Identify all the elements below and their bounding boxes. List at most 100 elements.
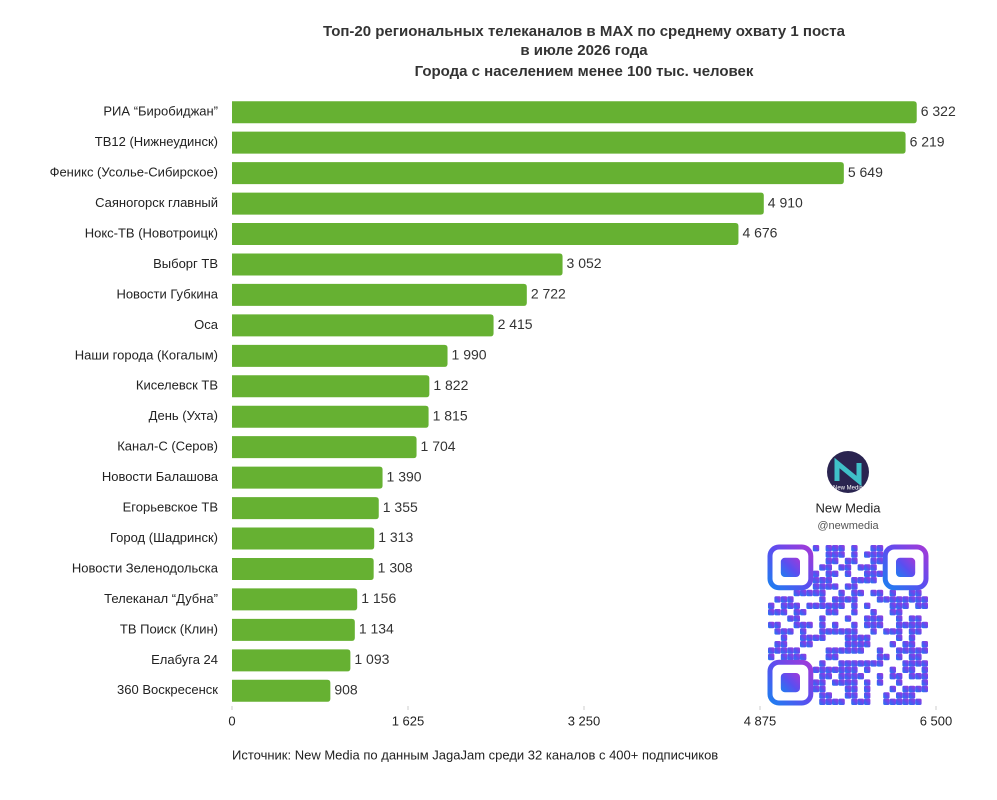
qr-cell <box>832 583 839 590</box>
qr-cell <box>908 628 916 635</box>
value-label: 1 990 <box>452 347 487 363</box>
value-label: 1 156 <box>361 590 396 606</box>
qr-cell <box>844 596 852 603</box>
qr-cell <box>825 653 832 661</box>
qr-cell <box>864 615 871 622</box>
qr-cell <box>768 621 775 629</box>
qr-finder-core <box>780 673 800 693</box>
qr-cell <box>787 647 794 654</box>
qr-cell <box>908 673 916 680</box>
value-label: 1 390 <box>387 468 422 484</box>
qr-cell <box>851 685 858 693</box>
qr-cell <box>851 634 858 641</box>
value-label: 1 815 <box>433 407 468 423</box>
qr-cell <box>908 685 916 693</box>
qr-cell <box>819 602 826 609</box>
qr-cell <box>851 557 858 565</box>
qr-cell <box>857 641 864 648</box>
qr-cell <box>851 628 858 635</box>
qr-cell <box>832 653 839 661</box>
qr-cell <box>838 698 845 705</box>
qr-cell <box>774 609 781 616</box>
qr-cell <box>825 577 832 584</box>
qr-cell <box>896 653 903 661</box>
qr-cell <box>908 698 916 705</box>
qr-cell <box>812 666 820 673</box>
qr-cell <box>844 564 852 571</box>
qr-cell <box>915 685 922 693</box>
bar <box>232 497 379 520</box>
qr-cell <box>876 621 884 629</box>
qr-cell <box>915 660 922 667</box>
qr-cell <box>908 692 916 699</box>
qr-cell <box>851 621 858 629</box>
value-label: 5 649 <box>848 164 883 180</box>
qr-cell <box>876 596 884 603</box>
qr-cell <box>889 589 896 597</box>
qr-cell <box>832 570 839 577</box>
qr-cell <box>889 641 896 648</box>
bar <box>232 253 563 276</box>
qr-cell <box>864 685 871 693</box>
bar <box>232 314 494 337</box>
qr-cell <box>832 628 839 635</box>
chart-subtitle: Города с населением менее 100 тыс. челов… <box>415 63 754 80</box>
bar <box>232 375 430 398</box>
y-tick-label: Канал-С (Серов) <box>117 439 218 454</box>
qr-cell <box>793 602 800 609</box>
x-tick-label: 6 500 <box>920 713 953 728</box>
chart-title: Топ-20 региональных телеканалов в MAX по… <box>323 23 846 40</box>
qr-cell <box>864 634 871 641</box>
qr-cell <box>870 545 877 552</box>
qr-cell <box>870 615 877 622</box>
qr-cell <box>864 577 871 584</box>
qr-cell <box>774 641 781 648</box>
qr-cell <box>844 666 852 673</box>
qr-cell <box>896 615 903 622</box>
qr-finder-core <box>896 557 916 577</box>
qr-cell <box>870 621 877 629</box>
qr-cell <box>902 621 909 629</box>
qr-cell <box>780 609 788 616</box>
qr-cell <box>825 628 832 635</box>
qr-cell <box>787 615 794 622</box>
qr-cell <box>902 698 909 705</box>
qr-cell <box>870 557 877 565</box>
qr-cell <box>908 634 916 641</box>
bar <box>232 223 739 246</box>
qr-cell <box>832 602 839 609</box>
qr-cell <box>851 589 858 597</box>
qr-cell <box>876 557 884 565</box>
qr-cell <box>864 679 871 686</box>
qr-cell <box>825 583 832 590</box>
qr-cell <box>838 551 845 558</box>
qr-cell <box>870 564 877 571</box>
qr-cell <box>819 673 826 680</box>
qr-cell <box>883 698 890 705</box>
qr-cell <box>819 596 826 603</box>
y-tick-label: 360 Воскресенск <box>117 682 218 697</box>
qr-cell <box>844 628 852 635</box>
qr-cell <box>825 564 832 571</box>
qr-cell <box>864 564 871 571</box>
qr-cell <box>793 589 800 597</box>
qr-cell <box>851 545 858 552</box>
qr-cell <box>896 602 903 609</box>
qr-cell <box>851 679 858 686</box>
x-tick-label: 1 625 <box>392 713 425 728</box>
qr-cell <box>844 647 852 654</box>
qr-cell <box>825 666 832 673</box>
value-label: 6 219 <box>910 133 945 149</box>
qr-cell <box>864 698 871 705</box>
qr-cell <box>838 666 845 673</box>
qr-cell <box>876 660 884 667</box>
qr-cell <box>921 685 928 693</box>
qr-code <box>767 544 929 706</box>
qr-cell <box>876 551 884 558</box>
y-tick-label: День (Ухта) <box>149 408 218 423</box>
qr-cell <box>838 564 845 571</box>
qr-cell <box>812 570 820 577</box>
qr-cell <box>806 641 813 648</box>
qr-cell <box>908 589 916 597</box>
qr-cell <box>857 698 864 705</box>
